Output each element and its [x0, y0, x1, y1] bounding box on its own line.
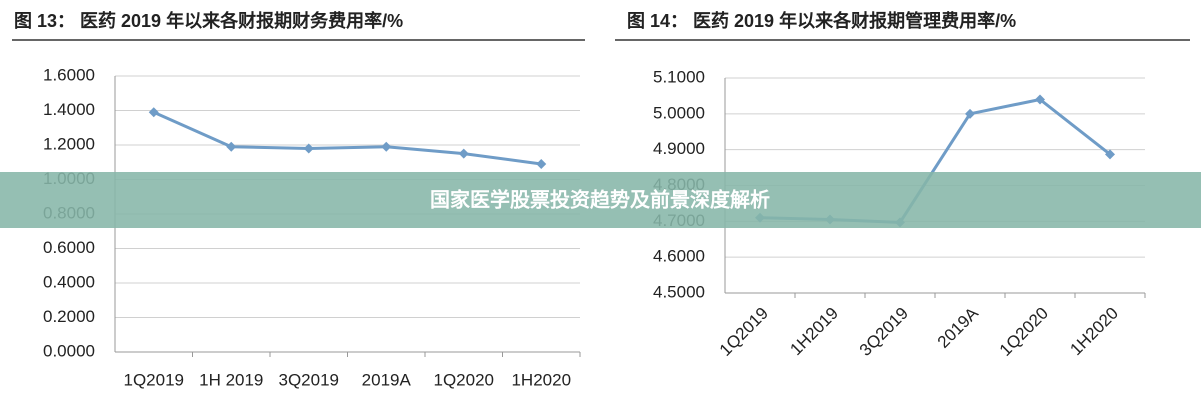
x-tick-label: 1H2020 [511, 370, 571, 389]
point-marker [458, 148, 469, 159]
x-tick-label: 1Q2020 [434, 370, 495, 389]
y-tick-label: 4.5000 [653, 282, 705, 301]
x-tick-label: 2019A [362, 370, 412, 389]
point-marker [1035, 94, 1045, 105]
x-tick-label: 1Q2020 [996, 304, 1052, 360]
point-marker [303, 143, 314, 154]
y-tick-label: 5.1000 [653, 67, 705, 86]
y-tick-label: 5.0000 [653, 103, 705, 122]
point-marker [965, 108, 975, 119]
y-tick-label: 0.4000 [43, 272, 95, 291]
x-tick-label: 1Q2019 [124, 370, 185, 389]
series-line [153, 110, 542, 166]
point-marker [381, 141, 392, 152]
x-tick-label: 1H2020 [1066, 304, 1122, 360]
x-tick-label: 3Q2019 [856, 304, 912, 360]
point-marker [148, 107, 159, 118]
y-tick-label: 4.9000 [653, 139, 705, 158]
x-tick-label: 3Q2019 [279, 370, 340, 389]
point-marker [536, 158, 547, 169]
banner-text: 国家医学股票投资趋势及前景深度解析 [430, 187, 770, 211]
banner-bg [0, 172, 1201, 228]
x-tick-label: 1H 2019 [199, 370, 263, 389]
chart-title: 图 14： 医药 2019 年以来各财报期管理费用率/% [627, 10, 1016, 31]
y-tick-label: 1.4000 [43, 100, 95, 119]
chart-title: 图 13： 医药 2019 年以来各财报期财务费用率/% [14, 10, 403, 31]
y-tick-label: 0.6000 [43, 238, 95, 257]
y-tick-label: 4.6000 [653, 247, 705, 266]
x-tick-label: 1Q2019 [716, 304, 772, 360]
y-tick-label: 1.2000 [43, 134, 95, 153]
point-marker [226, 141, 237, 152]
point-marker [1105, 149, 1115, 160]
y-tick-label: 1.6000 [43, 65, 95, 84]
y-tick-label: 0.2000 [43, 307, 95, 326]
x-tick-label: 1H2019 [786, 304, 842, 360]
x-tick-label: 2019A [934, 303, 983, 352]
y-tick-label: 0.0000 [43, 341, 95, 360]
